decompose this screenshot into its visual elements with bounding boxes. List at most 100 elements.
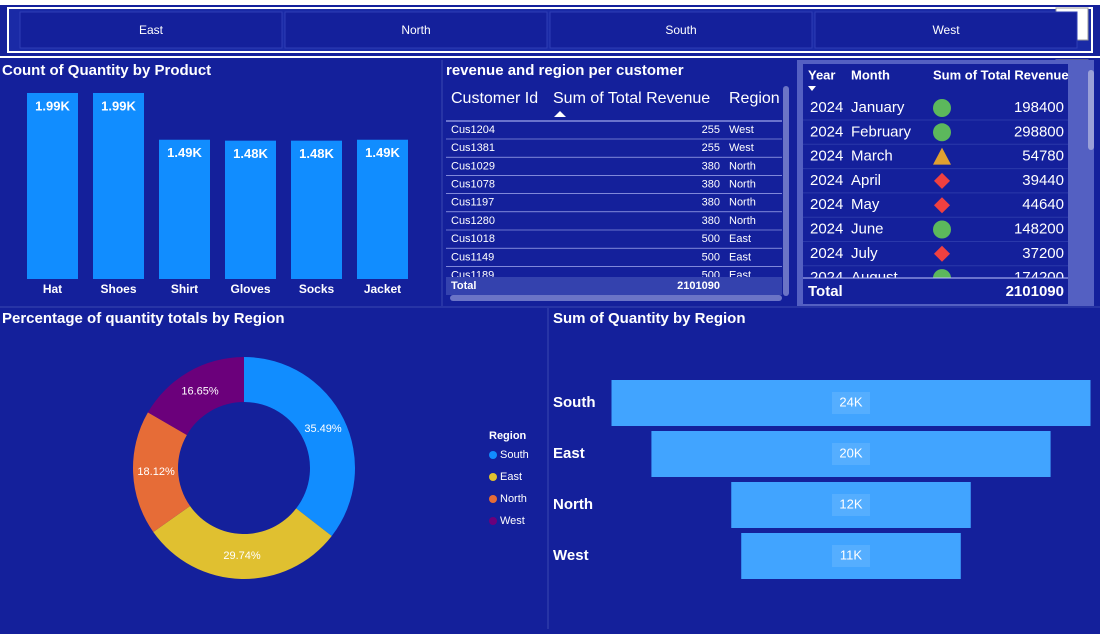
data-label: 29.74% [223,550,261,562]
cell: July [851,245,878,262]
cell: 380 [702,215,720,227]
scrollbar[interactable] [450,295,782,301]
cell: 39440 [1022,172,1064,189]
slicer-label[interactable]: North [401,23,430,37]
data-label: 1.48K [233,146,268,161]
cell: 2024 [810,99,843,116]
cell: North [729,160,756,172]
legend-label: East [500,471,522,483]
cell: June [851,220,884,237]
cell: 500 [702,233,720,245]
cell: Cus1197 [451,197,494,209]
cell: 380 [702,179,720,191]
cell: March [851,148,893,165]
cell: 2024 [810,148,843,165]
label-box [832,392,870,414]
cell: May [851,196,880,213]
legend-marker [489,495,497,503]
cell: 44640 [1022,196,1064,213]
cell: Cus1149 [451,251,494,263]
x-tick-label: Socks [299,282,335,296]
x-tick-label: Shoes [100,282,136,296]
data-label: 1.48K [299,146,334,161]
cell: 37200 [1022,245,1064,262]
cell: West [729,142,754,154]
total-label: Total [451,280,476,292]
cell: 2024 [810,196,843,213]
cell: 54780 [1022,148,1064,165]
total-row-bg [446,277,782,295]
cell: 298800 [1014,123,1064,140]
donut-slice [147,357,244,435]
cell: Cus1381 [451,142,495,154]
data-label: 20K [839,445,862,460]
x-tick-label: Hat [43,282,62,296]
cell: 2024 [810,123,843,140]
bar [225,140,276,279]
cell: 255 [702,124,720,136]
status-icon [933,220,951,239]
status-icon [933,123,951,142]
ribbon [0,0,1100,5]
label-box [832,443,870,465]
column-header[interactable]: Customer Id [451,90,538,107]
data-label: 12K [839,496,862,511]
data-label: 1.99K [35,98,70,113]
legend-marker [489,451,497,459]
status-icon [934,245,950,262]
slicer-label[interactable]: West [932,23,960,37]
legend-title: Region [489,430,527,442]
data-label: 16.65% [181,386,219,398]
cell: January [851,99,905,116]
cell: Cus1018 [451,233,495,245]
cell: 198400 [1014,99,1064,116]
cell: North [729,215,756,227]
bar [27,93,78,279]
label-box [832,545,870,567]
category-label: South [553,394,596,411]
legend-label: North [500,493,527,505]
status-icon [933,147,951,165]
column-header[interactable]: Month [851,67,890,82]
cell: 380 [702,197,720,209]
data-label: 1.49K [365,145,400,160]
data-label: 1.99K [101,98,136,113]
cell: Cus1029 [451,160,495,172]
slicer-button[interactable] [814,11,1078,49]
x-tick-label: Gloves [230,282,270,296]
column-header[interactable]: Year [808,67,835,82]
cell: April [851,172,881,189]
chart-title: Sum of Quantity by Region [553,310,746,327]
bar [159,139,210,279]
total-value: 2101090 [677,280,720,292]
cell: 148200 [1014,220,1064,237]
scrollbar[interactable] [1088,70,1094,150]
slicer-label[interactable]: South [665,23,696,37]
slicer-button[interactable] [284,11,548,49]
cell: West [729,124,754,136]
scrollbar[interactable] [783,86,789,296]
table-title: revenue and region per customer [446,62,684,79]
status-icon [934,172,950,189]
cell: 2024 [810,172,843,189]
category-label: West [553,547,589,564]
category-label: East [553,445,585,462]
donut-slice [153,506,332,579]
bar [93,93,144,279]
column-header[interactable]: Sum of Total Revenue [933,67,1069,82]
donut-slice [244,357,355,536]
column-header[interactable]: Sum of Total Revenue [553,90,710,107]
total-value: 2101090 [1006,283,1064,300]
donut-slice [133,412,191,532]
slicer-button[interactable] [549,11,813,49]
cell: Cus1280 [451,215,495,227]
total-row-bg [803,278,1068,304]
cell: Cus1078 [451,179,495,191]
column-header[interactable]: Region [729,90,780,107]
cell: North [729,179,756,191]
slicer-label[interactable]: East [139,23,164,37]
data-label: 35.49% [304,423,342,435]
slicer-button[interactable] [19,11,283,49]
